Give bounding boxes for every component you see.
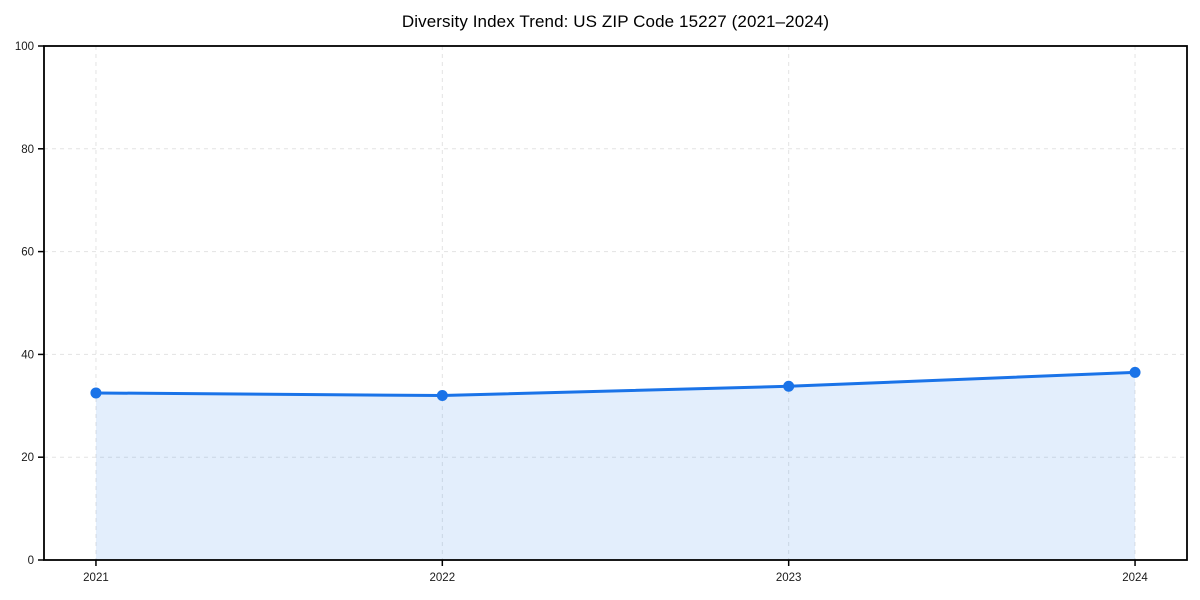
x-tick-label: 2023: [776, 572, 802, 584]
plot-border: [43, 45, 1188, 561]
x-tick-label: 2021: [83, 572, 109, 584]
x-tick-label: 2022: [430, 572, 456, 584]
data-point: [90, 387, 102, 399]
x-tick-label: 2024: [1122, 572, 1148, 584]
y-tick-label: 100: [15, 41, 34, 53]
y-tick-label: 80: [21, 144, 34, 156]
data-point: [1129, 366, 1141, 378]
data-line: [94, 370, 1137, 398]
chart-title: Diversity Index Trend: US ZIP Code 15227…: [401, 12, 830, 31]
y-tick-label: 60: [21, 247, 34, 259]
data-point: [783, 380, 795, 392]
y-tick-label: 40: [21, 349, 34, 361]
y-tick-label: 20: [21, 452, 34, 464]
y-tick-label: 0: [28, 555, 34, 567]
data-point: [436, 390, 448, 402]
area-fill: [95, 372, 1136, 560]
